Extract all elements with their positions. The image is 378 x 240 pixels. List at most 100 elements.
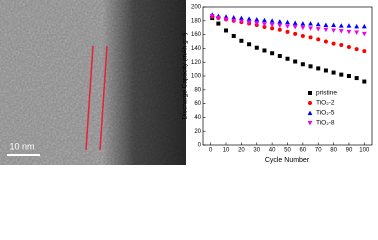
data-point: [300, 33, 305, 38]
data-point: [362, 49, 367, 54]
x-tick-label: 90: [346, 148, 353, 154]
y-tick-label: 40: [194, 115, 201, 121]
data-point: [285, 24, 290, 29]
y-axis-label: Discharge Capacity (mAh g⁻¹): [182, 33, 189, 120]
data-point: [338, 29, 344, 34]
data-point: [323, 68, 328, 73]
data-point: [239, 15, 244, 21]
x-axis-label: Cycle Number: [265, 157, 310, 164]
data-point: [247, 42, 252, 47]
data-point: [254, 45, 259, 50]
data-point: [209, 13, 215, 19]
data-point: [323, 39, 328, 44]
y-tick-label: 0: [198, 143, 202, 149]
data-point: [308, 64, 313, 69]
tem-image: 10 nm: [0, 0, 186, 165]
data-point: [262, 22, 267, 27]
data-point: [277, 23, 283, 29]
data-point: [346, 74, 351, 78]
data-point: [277, 19, 283, 24]
data-point: [224, 28, 229, 33]
data-point: [354, 30, 360, 35]
data-point: [316, 66, 321, 71]
x-tick-label: 0: [209, 148, 213, 154]
data-point: [308, 26, 313, 31]
data-point: [308, 35, 313, 40]
legend-label: TiO₂-8: [316, 120, 335, 127]
x-tick-label: 20: [238, 148, 245, 154]
x-tick-label: 80: [330, 148, 337, 154]
data-point: [354, 23, 360, 29]
data-point: [338, 23, 344, 28]
data-point: [215, 16, 221, 21]
y-tick-label: 100: [191, 74, 202, 80]
y-tick-label: 160: [191, 32, 202, 38]
scale-bar-label: 10 nm: [9, 141, 34, 151]
data-point: [254, 21, 260, 26]
x-tick-label: 100: [359, 148, 370, 154]
data-point: [293, 31, 298, 36]
data-point: [354, 76, 359, 81]
data-point: [269, 18, 275, 23]
data-point: [277, 27, 282, 32]
legend-marker: [308, 91, 312, 95]
data-point: [323, 27, 329, 33]
data-point: [285, 29, 290, 34]
data-point: [239, 19, 244, 24]
data-point: [346, 23, 352, 28]
x-tick-label: 60: [300, 148, 307, 154]
x-tick-label: 50: [284, 148, 291, 154]
legend-marker: [307, 110, 313, 115]
data-point: [300, 21, 306, 26]
data-point: [362, 79, 367, 84]
data-point: [231, 14, 237, 20]
legend-marker: [308, 101, 312, 105]
data-point: [315, 21, 321, 27]
data-point: [323, 22, 329, 27]
data-point: [269, 22, 275, 28]
data-point: [223, 17, 229, 22]
x-tick-label: 10: [223, 148, 230, 154]
legend-label: pristine: [316, 90, 337, 97]
data-point: [292, 25, 298, 30]
data-point: [246, 20, 252, 26]
data-point: [361, 23, 367, 29]
data-point: [285, 56, 290, 61]
data-point: [331, 70, 336, 75]
data-point: [239, 38, 244, 43]
data-point: [231, 33, 236, 38]
y-tick-label: 140: [191, 46, 202, 52]
y-tick-label: 20: [194, 129, 201, 135]
data-point: [316, 37, 321, 42]
data-point: [277, 53, 282, 58]
x-tick-label: 40: [269, 148, 276, 154]
legend-marker: [307, 121, 313, 126]
data-point: [331, 22, 336, 27]
y-tick-label: 120: [191, 60, 202, 66]
data-point: [262, 17, 267, 23]
x-tick-label: 70: [315, 148, 322, 154]
data-point: [339, 42, 344, 47]
data-point: [354, 47, 359, 52]
data-point: [270, 26, 275, 31]
data-point: [346, 29, 352, 35]
data-point: [308, 21, 313, 26]
y-tick-label: 200: [191, 5, 202, 11]
data-point: [270, 51, 275, 56]
x-tick-label: 30: [253, 148, 260, 154]
y-tick-label: 80: [194, 87, 201, 93]
legend-label: TiO₂-5: [316, 110, 335, 117]
data-point: [254, 17, 260, 22]
data-point: [300, 25, 306, 31]
data-point: [262, 48, 267, 53]
data-point: [300, 62, 305, 67]
data-point: [361, 31, 367, 37]
data-point: [292, 20, 298, 25]
data-point: [231, 18, 237, 24]
data-point: [262, 25, 267, 30]
data-point: [285, 19, 290, 25]
data-point: [246, 16, 252, 21]
data-point: [346, 45, 351, 50]
data-point: [315, 27, 321, 32]
data-point: [331, 28, 336, 33]
